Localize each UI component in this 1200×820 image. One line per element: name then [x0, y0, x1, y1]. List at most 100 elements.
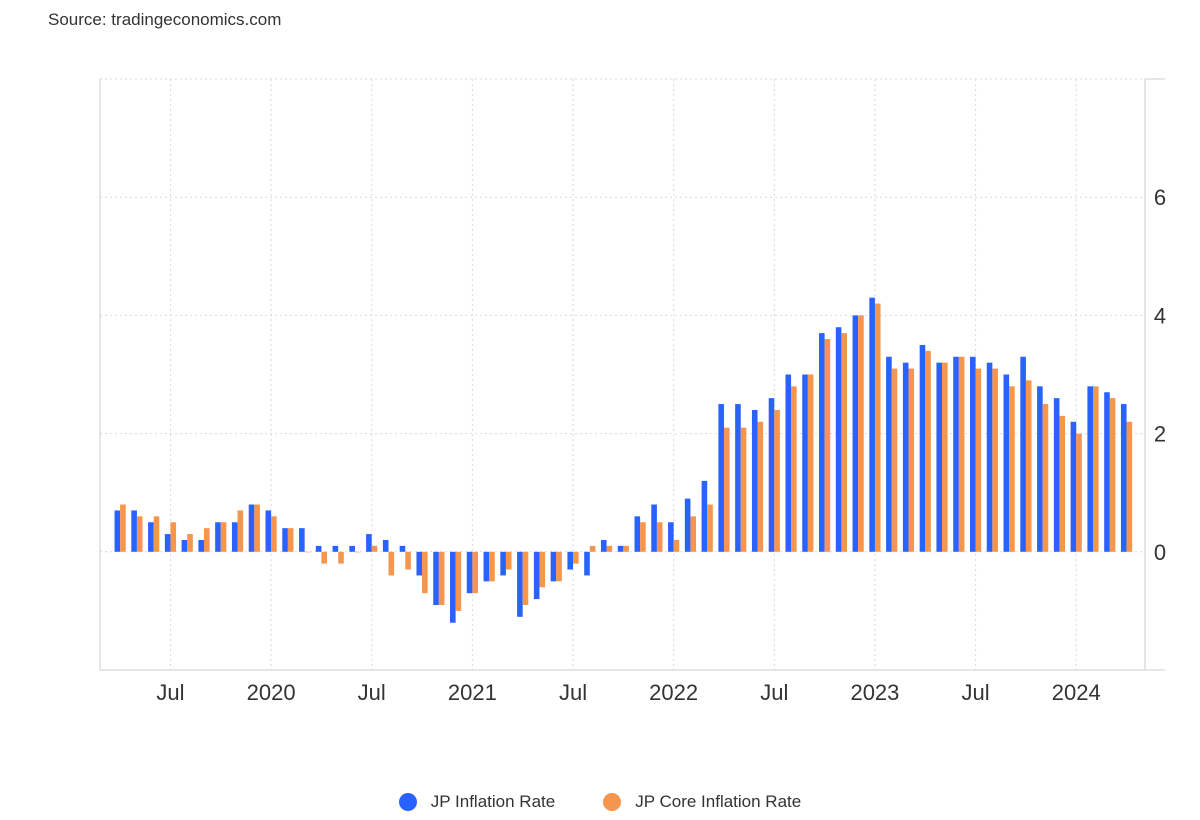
y-tick-label: 4	[1154, 303, 1166, 328]
bar-core-inflation	[455, 551, 462, 611]
bar-inflation	[1037, 386, 1043, 552]
bar-core-inflation	[405, 551, 411, 570]
legend-item-core-inflation[interactable]: JP Core Inflation Rate	[603, 792, 801, 812]
bar-core-inflation	[237, 510, 244, 552]
inflation-chart: Jul 2020 Jul 2021 Jul 2022 Jul 2023 Jul 2024 0 2 4 6	[99, 78, 1166, 705]
bar-inflation	[1020, 356, 1026, 552]
bar-inflation	[399, 545, 406, 552]
source-label: Source: tradingeconomics.com	[48, 10, 282, 29]
bar-core-inflation	[623, 545, 629, 552]
bar-inflation	[936, 362, 943, 552]
x-tick-label: 2024	[1052, 680, 1101, 705]
bar-core-inflation	[791, 386, 797, 552]
bar-inflation	[869, 297, 875, 552]
bar-inflation	[198, 539, 204, 552]
bar-inflation	[366, 534, 372, 552]
x-tick-label: Jul	[559, 680, 587, 705]
bar-core-inflation	[824, 339, 831, 552]
bar-core-inflation	[489, 551, 495, 582]
bar-inflation	[785, 374, 792, 552]
bar-core-inflation	[774, 409, 780, 552]
bar-core-inflation	[1109, 398, 1116, 552]
x-tick-label: 2022	[649, 680, 698, 705]
bar-core-inflation	[807, 374, 814, 552]
bar-core-inflation	[908, 368, 915, 552]
bar-core-inflation	[874, 303, 881, 552]
bar-inflation	[181, 539, 188, 552]
bar-inflation	[1120, 404, 1127, 552]
bar-core-inflation	[975, 368, 982, 552]
bar-core-inflation	[640, 522, 646, 552]
legend-dot-blue-icon	[398, 793, 417, 811]
bar-inflation	[1070, 421, 1077, 552]
bar-inflation	[215, 522, 221, 552]
bar-inflation	[416, 551, 423, 576]
bar-inflation	[265, 510, 272, 552]
legend: JP Inflation Rate JP Core Inflation Rate	[0, 792, 1200, 812]
bar-inflation	[550, 551, 557, 582]
bar-core-inflation	[304, 551, 311, 553]
bar-inflation	[517, 551, 523, 617]
bar-inflation	[735, 404, 741, 552]
bar-core-inflation	[589, 545, 596, 552]
bar-core-inflation	[321, 551, 328, 564]
legend-label-inflation: JP Inflation Rate	[430, 792, 556, 811]
bar-core-inflation	[841, 333, 847, 552]
bar-inflation	[148, 522, 154, 552]
bar-inflation	[114, 510, 121, 552]
bar-core-inflation	[204, 528, 210, 552]
bar-inflation	[684, 498, 691, 552]
x-tick-label: Jul	[358, 680, 386, 705]
x-tick-label: Jul	[962, 680, 990, 705]
bar-core-inflation	[136, 516, 143, 552]
bar-inflation	[969, 356, 976, 552]
bar-core-inflation	[472, 551, 478, 594]
bar-core-inflation	[170, 522, 177, 552]
bar-inflation	[500, 551, 506, 576]
bar-core-inflation	[757, 421, 764, 552]
x-tick-label: 2021	[448, 680, 497, 705]
bar-core-inflation	[1093, 386, 1099, 552]
bar-inflation	[902, 362, 909, 552]
bar-inflation	[634, 516, 641, 552]
legend-label-core-inflation: JP Core Inflation Rate	[635, 792, 802, 811]
bar-core-inflation	[858, 315, 864, 552]
bar-core-inflation	[522, 551, 529, 605]
bar-core-inflation	[958, 356, 965, 552]
bar-inflation	[617, 545, 624, 552]
bar-core-inflation	[673, 539, 680, 552]
bar-core-inflation	[1126, 421, 1133, 552]
bar-inflation	[349, 545, 355, 552]
y-tick-label: 2	[1154, 422, 1166, 447]
bar-core-inflation	[723, 427, 730, 552]
bar-core-inflation	[891, 368, 898, 552]
bar-core-inflation	[1009, 386, 1015, 552]
bar-core-inflation	[1059, 415, 1066, 552]
bar-core-inflation	[690, 516, 697, 552]
bar-core-inflation	[220, 522, 227, 552]
x-tick-label: Jul	[156, 680, 184, 705]
bar-inflation	[433, 551, 439, 605]
bar-inflation	[819, 333, 825, 552]
bar-core-inflation	[1076, 433, 1082, 552]
bar-core-inflation	[254, 504, 260, 552]
bar-inflation	[751, 409, 758, 552]
bar-inflation	[1104, 392, 1110, 552]
bar-inflation	[584, 551, 590, 576]
bar-inflation	[919, 344, 926, 552]
legend-item-inflation[interactable]: JP Inflation Rate	[398, 792, 556, 812]
bar-inflation	[248, 504, 255, 552]
bar-inflation	[651, 504, 657, 552]
bar-core-inflation	[271, 516, 277, 552]
bar-core-inflation	[438, 551, 445, 605]
bar-inflation	[802, 374, 808, 552]
bar-core-inflation	[992, 368, 998, 552]
bar-core-inflation	[1042, 404, 1049, 552]
bar-inflation	[466, 551, 473, 594]
bar-core-inflation	[338, 551, 344, 564]
bar-inflation	[600, 539, 607, 552]
bar-inflation	[986, 362, 993, 552]
bar-core-inflation	[120, 504, 126, 552]
bar-inflation	[483, 551, 490, 582]
bar-core-inflation	[287, 528, 294, 552]
